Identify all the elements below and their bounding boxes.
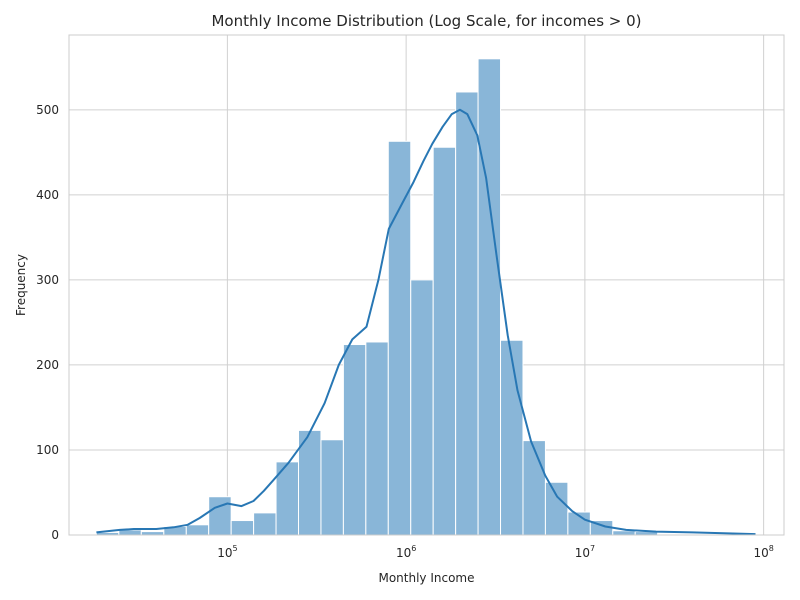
y-tick-label: 100 (36, 443, 59, 457)
x-axis-label: Monthly Income (378, 571, 474, 585)
y-tick-labels: 0 100 200 300 400 500 (36, 103, 59, 542)
y-tick-label: 500 (36, 103, 59, 117)
histogram-bar (365, 341, 389, 536)
histogram-bar (522, 440, 546, 536)
x-tick-label: 106 (396, 544, 416, 560)
y-tick-label: 300 (36, 273, 59, 287)
plot-frame (68, 34, 785, 536)
histogram-bar (208, 496, 232, 536)
chart-title: Monthly Income Distribution (Log Scale, … (211, 12, 641, 30)
histogram-bar (230, 520, 255, 536)
histogram-bar (455, 91, 479, 536)
histogram-bar (387, 140, 412, 536)
y-tick-label: 200 (36, 358, 59, 372)
histogram-bar (342, 344, 367, 536)
histogram-bar (544, 481, 569, 536)
histogram-bar (500, 339, 524, 536)
x-tick-label: 107 (575, 544, 595, 560)
histogram-bar (253, 512, 277, 536)
x-tick-labels: 105 106 107 108 (217, 544, 774, 560)
histogram-bar (612, 530, 636, 536)
histogram-bar (140, 531, 165, 536)
kde-curve (96, 108, 756, 536)
y-tick-label: 400 (36, 188, 59, 202)
y-axis-label: Frequency (14, 254, 28, 316)
x-tick-label: 108 (753, 544, 773, 560)
histogram-bar (410, 279, 434, 536)
histogram-bar (477, 58, 502, 536)
histogram-bar (320, 439, 344, 536)
histogram-bar (185, 524, 210, 536)
y-tick-label: 0 (51, 528, 59, 542)
histogram-bar (432, 146, 457, 536)
x-tick-label: 105 (217, 544, 237, 560)
